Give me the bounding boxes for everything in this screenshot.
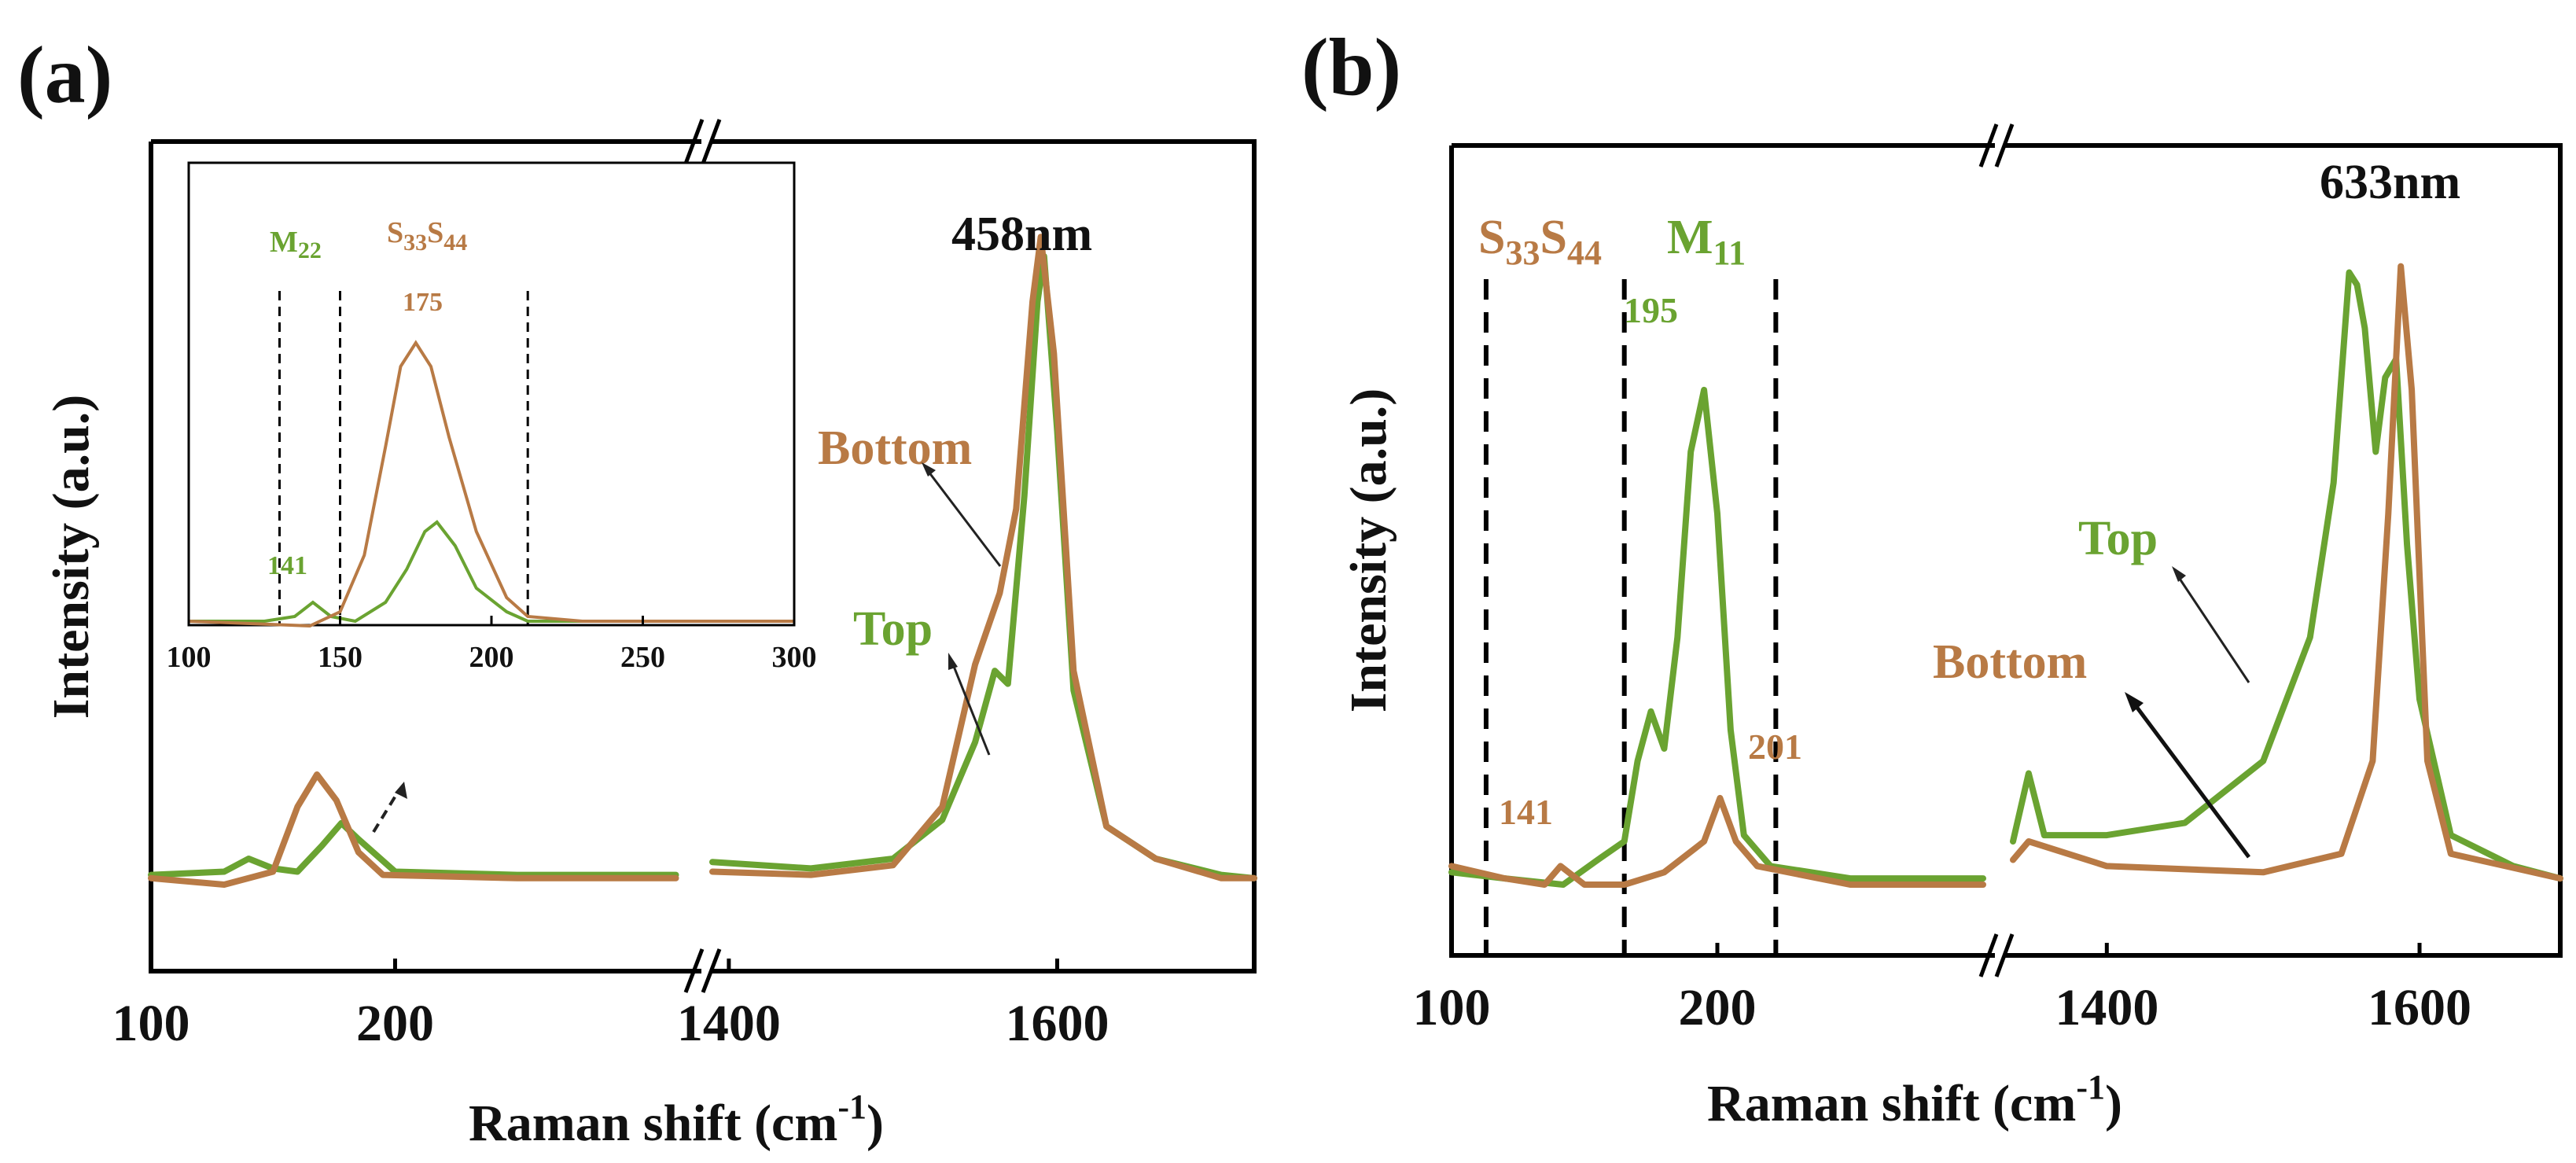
panel-a-wavelength: 458nm (951, 208, 1092, 261)
panel-b-top-label: Top (2078, 512, 2158, 565)
panel-a-x-tick-label-1600: 1600 (1005, 995, 1109, 1052)
panel-b-x-tick-label-1400: 1400 (2055, 979, 2158, 1036)
panel-a-xlabel: Raman shift (cm-1) (469, 1088, 884, 1152)
panel-b-ylabel: Intensity (a.u.) (1340, 388, 1397, 713)
panel-b-x-tick-label-200: 200 (1679, 979, 1757, 1036)
panel-b-x-ticks: 100 200 1400 1600 (1413, 943, 2471, 1036)
panel-b-series (1448, 263, 2563, 888)
panel-b-xlabel: Raman shift (cm-1) (1707, 1068, 2122, 1132)
panel-a-x-tick-label-200: 200 (356, 995, 434, 1052)
inset-m22-label: M22 (270, 226, 322, 263)
panel-b-x-tick-label-1600: 1600 (2368, 979, 2471, 1036)
inset-x-tick-label-150: 150 (318, 641, 362, 674)
panel-b-peak-141: 141 (1499, 792, 1553, 832)
panel-b-wavelength: 633nm (2320, 156, 2460, 209)
panel-b-peak-201: 201 (1748, 727, 1802, 767)
panel-a-inset-pointer (372, 782, 407, 834)
panel-b-m11-label: M11 (1667, 211, 1746, 272)
panel-b-series-top-high (2010, 269, 2563, 882)
inset-x-tick-label-250: 250 (620, 641, 665, 674)
panel-a-x-tick-label-1400: 1400 (677, 995, 781, 1052)
panel-a-series (148, 234, 1257, 888)
inset-x-tick-label-100: 100 (167, 641, 212, 674)
panel-a-series-top-low (148, 819, 679, 878)
panel-a-pointer-bottom (922, 462, 1002, 567)
panel-a-axis-break-top (683, 119, 722, 164)
panel-b-axis-break-bottom (1978, 933, 2015, 977)
inset-x-ticks: 100 150 200 250 300 (167, 616, 817, 674)
panel-b-peak-195: 195 (1624, 290, 1678, 330)
panel-a-label: (a) (17, 30, 112, 120)
panel-b: (b) 100 200 1400 1600 633nm S33S44 M11 195 … (1301, 22, 2563, 1132)
panel-b-s33s44-label: S33S44 (1478, 211, 1602, 272)
inset-series-bottom (188, 340, 794, 628)
inset-series (188, 340, 794, 628)
panel-b-pointer-top (2172, 566, 2250, 683)
panel-a-ylabel: Intensity (a.u.) (42, 395, 100, 720)
panel-a-bottom-label: Bottom (818, 421, 972, 475)
inset-vlines (278, 291, 529, 625)
panel-b-axis-break-top (1978, 123, 2015, 167)
panel-b-pointer-bottom (2125, 692, 2251, 859)
panel-a-x-ticks: 100 200 1400 1600 (112, 959, 1109, 1052)
panel-b-series-top-low (1448, 386, 1986, 888)
inset-x-tick-label-200: 200 (469, 641, 514, 674)
inset-peak-175: 175 (403, 288, 443, 317)
inset-series-top (189, 520, 794, 624)
panel-b-axes-frame (1449, 143, 2563, 958)
inset-peak-141: 141 (267, 551, 307, 580)
panel-a-x-tick-label-100: 100 (112, 995, 190, 1052)
panel-b-bottom-label: Bottom (1933, 635, 2087, 689)
panel-b-x-tick-label-100: 100 (1413, 979, 1491, 1036)
panel-a-series-bottom-high (709, 234, 1257, 881)
panel-a-inset: 100 150 200 250 300 M22 S33S44 175 141 (167, 161, 817, 674)
panel-b-label: (b) (1301, 22, 1401, 112)
panel-a: (a) 100 200 1400 1600 458nm Bottom Top (17, 30, 1257, 1152)
panel-b-series-bottom-high (2010, 263, 2563, 882)
panel-b-series-bottom-low (1448, 794, 1986, 888)
panel-a-top-label: Top (853, 602, 933, 656)
inset-s33s44-label: S33S44 (387, 216, 467, 256)
inset-x-tick-label-300: 300 (772, 641, 817, 674)
panel-a-series-bottom-low (148, 771, 679, 888)
panel-a-pointer-top (948, 653, 991, 756)
panel-a-axis-break-bottom (683, 948, 722, 993)
inset-frame (187, 161, 796, 627)
panel-b-vlines (1483, 279, 1779, 955)
